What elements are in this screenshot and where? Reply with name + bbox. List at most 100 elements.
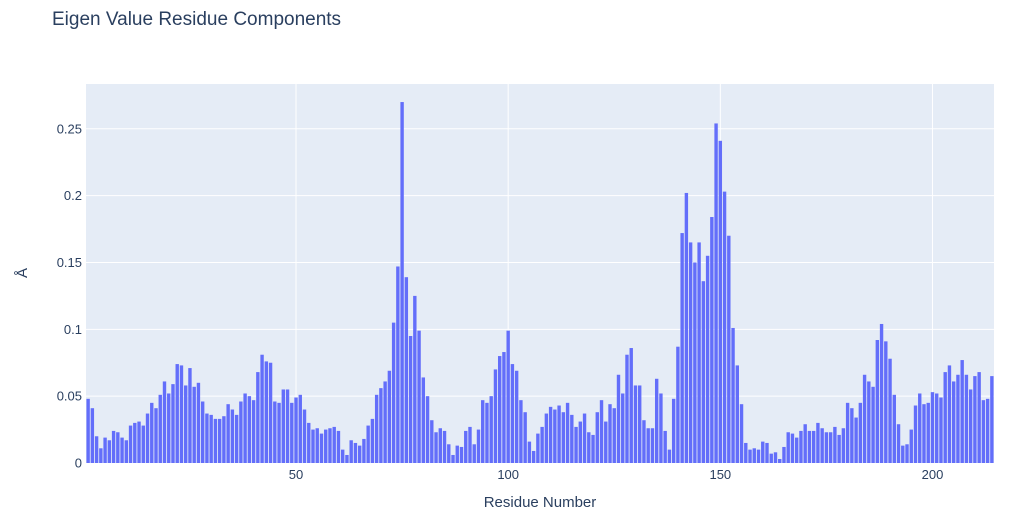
bar [756, 449, 761, 463]
bar [107, 440, 112, 463]
bar [896, 424, 901, 463]
bar [922, 404, 926, 463]
bar [531, 450, 536, 463]
bar [167, 393, 171, 463]
bar [710, 217, 714, 463]
bar [243, 393, 247, 463]
bar [820, 428, 824, 463]
bar [94, 436, 99, 463]
bar [222, 416, 226, 463]
bar [595, 412, 599, 463]
bar [413, 295, 417, 463]
bar [455, 445, 459, 463]
bar [918, 393, 922, 463]
bar [973, 376, 977, 463]
x-axis-title: Residue Number [484, 494, 597, 511]
bar [349, 440, 353, 463]
bar [845, 402, 850, 463]
bar [977, 372, 981, 463]
bar [154, 408, 158, 463]
bar [553, 409, 557, 463]
bar [379, 388, 383, 463]
x-tick-label: 100 [497, 467, 519, 482]
x-tick-label: 150 [709, 467, 731, 482]
bar [841, 428, 846, 463]
bar [888, 358, 892, 463]
bar [871, 386, 875, 463]
bar [175, 364, 179, 463]
bar [315, 428, 319, 463]
chart-title: Eigen Value Residue Components [52, 9, 342, 30]
bar [200, 401, 205, 463]
bar [935, 393, 939, 463]
bar [858, 402, 863, 463]
bar [968, 389, 973, 463]
bar [633, 385, 638, 463]
bar [671, 398, 676, 463]
bar [527, 441, 532, 463]
bar [663, 430, 667, 463]
bar [688, 242, 693, 463]
bar [239, 401, 243, 463]
bar [654, 378, 659, 463]
bar [234, 414, 239, 463]
bar [370, 418, 375, 463]
bar [158, 394, 162, 463]
bar [442, 430, 447, 463]
bar [854, 417, 858, 463]
bar [133, 422, 137, 463]
bar [251, 400, 256, 463]
bar [629, 348, 633, 463]
bar [561, 412, 566, 463]
bar [565, 402, 570, 463]
bar [867, 381, 871, 463]
bar [281, 389, 285, 463]
bar [179, 365, 184, 463]
bar [646, 428, 650, 463]
bar [833, 426, 837, 463]
y-tick-label: 0.05 [57, 389, 82, 404]
bar [205, 413, 209, 463]
bar [642, 420, 646, 463]
bar [939, 397, 943, 463]
bar [213, 418, 218, 463]
bar [285, 389, 290, 463]
bar [417, 330, 421, 463]
bar [684, 192, 689, 463]
bar [667, 449, 672, 463]
bar [294, 397, 298, 463]
bar [985, 398, 990, 463]
bar [111, 430, 116, 463]
bar [438, 428, 442, 463]
bar [676, 346, 680, 463]
bar [778, 458, 782, 463]
y-tick-label: 0.1 [64, 322, 82, 337]
bar [803, 424, 807, 463]
bar [247, 396, 252, 463]
bar [599, 400, 604, 463]
bar [476, 429, 481, 463]
bar [608, 404, 612, 463]
bar [739, 404, 744, 463]
bar [464, 430, 468, 463]
bar [307, 422, 311, 463]
bar [765, 442, 769, 463]
bar [302, 409, 307, 463]
y-tick-label: 0 [75, 456, 82, 471]
y-tick-label: 0.25 [57, 121, 82, 136]
bar [90, 408, 95, 463]
bar [574, 426, 578, 463]
bar [468, 426, 472, 463]
bar [735, 365, 739, 463]
bar [332, 426, 336, 463]
bar [145, 413, 150, 463]
bar [884, 341, 888, 463]
x-tick-label: 50 [289, 467, 303, 482]
bar [926, 402, 930, 463]
bar [192, 386, 196, 463]
bar [625, 354, 629, 463]
bar [718, 140, 723, 463]
bar [383, 381, 387, 463]
bar [514, 370, 519, 463]
bar [256, 372, 260, 463]
